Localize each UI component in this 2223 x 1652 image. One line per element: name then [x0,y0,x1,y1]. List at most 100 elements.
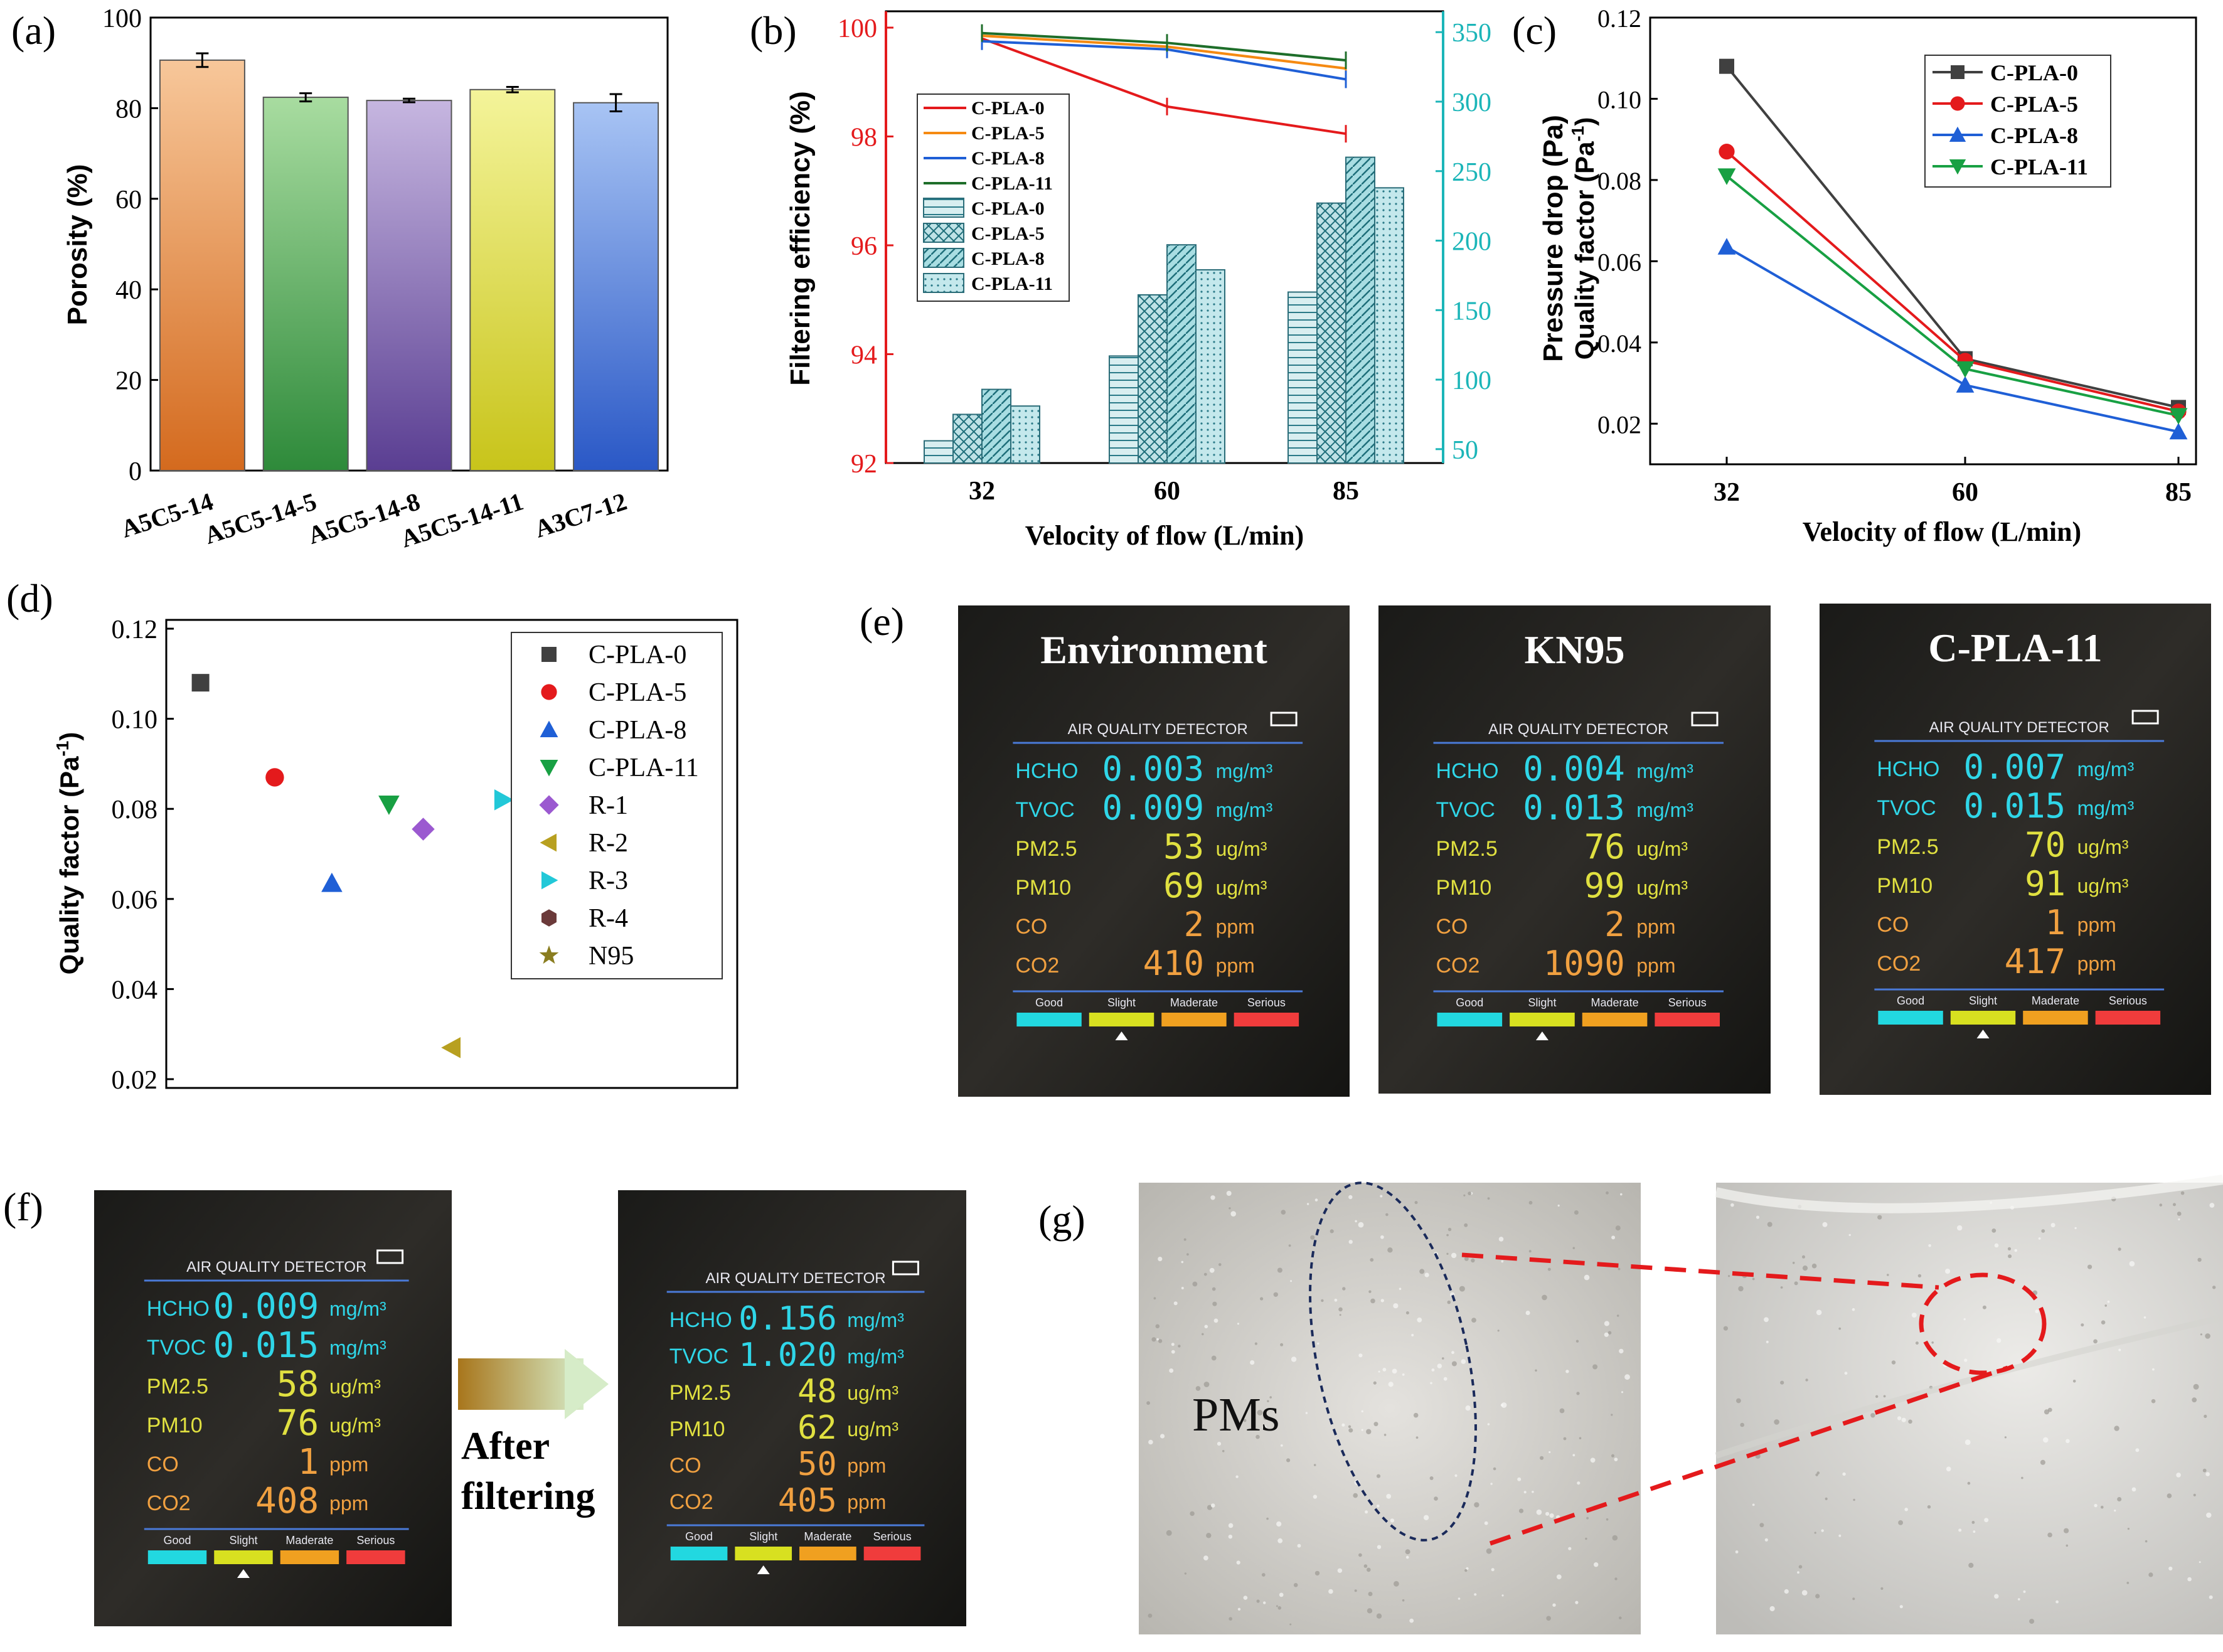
fabric-speck [1305,1412,1308,1414]
screen-row-label: PM10 [1436,876,1492,900]
screen-level-bar [1950,1011,2016,1025]
panel-label-g: (g) [1038,1197,1085,1242]
chart-b-bar [981,388,1011,464]
screen-level-label: Good [164,1534,191,1547]
fabric-speck [1928,1244,1931,1247]
chart-d-ytick-label: 0.06 [112,886,158,915]
fabric-speck [1891,1360,1896,1365]
fabric-speck [2014,1249,2017,1252]
fabric-speck [1736,1398,1741,1404]
fabric-speck [1575,1601,1579,1604]
fabric-speck [1276,1521,1282,1527]
fabric-speck [1586,1516,1589,1520]
screen-level-label: Good [685,1530,713,1543]
fabric-speck [1464,1569,1468,1572]
fabric-speck [2118,1247,2121,1251]
chart-b-bar [1195,269,1225,464]
screen-title: C-PLA-11 [1928,626,2102,670]
fabric-speck [1313,1495,1318,1499]
arrow-label-after: After [461,1425,550,1468]
screen-row-label: HCHO [147,1297,210,1321]
chart-c-xtick-label: 32 [1714,478,1740,507]
fabric-speck [1556,1574,1562,1580]
chart-a-bar [159,59,245,472]
fabric-speck [1181,1260,1184,1264]
air-quality-screen: AIR QUALITY DETECTOR HCHO 0.156 mg/m³ TVOC 1.… [618,1190,966,1626]
fabric-speck [1546,1616,1551,1621]
fabric-speck [1289,1623,1292,1626]
fabric-speck [1552,1603,1556,1607]
chart-b-xtick-label: 32 [969,477,995,506]
fabric-speck [1414,1201,1418,1205]
screen-row-unit: ppm [847,1454,886,1477]
fabric-speck [2047,1532,2052,1538]
chart-b-ylabel-right: Pressure drop (Pa) [1538,115,1569,362]
fabric-speck [1171,1350,1175,1354]
fabric-speck [1306,1203,1309,1205]
screen-row-unit: ug/m³ [2077,875,2129,897]
fabric-speck [1181,1287,1184,1289]
chart-c-legend-label: C-PLA-0 [1990,60,2078,85]
screen-row-unit: mg/m³ [2077,797,2135,819]
fabric-speck [1576,1392,1580,1395]
chart-d-legend-label: R-1 [589,791,628,820]
screen-row-label: PM2.5 [1436,837,1498,861]
chart-a-xtick-label: A5C5-14 [117,487,216,543]
fabric-speck [1606,1191,1609,1195]
fabric-speck [1594,1562,1599,1567]
screen-level-label: Maderate [285,1534,333,1547]
screen-row-label: CO2 [669,1490,713,1514]
chart-b-ytick-right-label: 300 [1452,88,1491,117]
screen-row-label: HCHO [669,1308,732,1332]
chart-b-ytick-left-label: 94 [851,341,877,370]
fabric-speck [2047,1407,2052,1412]
fabric-speck [1487,1423,1490,1426]
fabric-speck [2205,1472,2210,1476]
fabric-speck [2043,1437,2049,1443]
chart-b-bar [1109,355,1139,464]
fabric-speck [2145,1540,2148,1543]
battery-icon [892,1260,919,1276]
fabric-speck [1377,1545,1382,1549]
chart-b-bar [1287,291,1318,464]
chart-a-ytick-label: 20 [115,367,142,396]
fabric-speck [1451,1351,1454,1355]
screen-level-label: Maderate [2032,994,2079,1007]
screen-level-indicator [1535,1031,1549,1040]
fabric-speck [1281,1210,1286,1215]
fabric-speck [2177,1212,2182,1216]
fabric-speck [1545,1511,1550,1516]
fabric-speck [2072,1380,2076,1383]
chart-d-ytick-label: 0.08 [112,796,158,824]
screen-row-value: 69 [1163,866,1204,905]
fabric-speck [1382,1368,1387,1372]
chart-c-quality: Quality factor (Pa-1) Velocity of flow (… [1568,4,2197,547]
chart-c-point [1956,376,1975,393]
chart-d-legend-label: C-PLA-8 [589,716,686,745]
fabric-speck [1579,1437,1582,1439]
fabric-speck [1611,1454,1614,1457]
fabric-speck [1968,1562,1974,1568]
chart-b-legend-label: C-PLA-11 [971,274,1053,294]
screen-level-label: Serious [873,1530,912,1543]
fabric-speck [2187,1577,2192,1582]
chart-d-legend-marker [539,945,559,964]
chart-b-xtick-label: 60 [1154,477,1180,506]
screen-level-label: Slight [1969,994,1997,1007]
fabric-speck [1815,1594,1820,1599]
fabric-speck [1838,1327,1842,1330]
fabric-speck [1465,1405,1471,1411]
screen-level-bar [670,1547,728,1560]
screen-row-unit: ug/m³ [1636,877,1688,899]
fabric-speck [1230,1211,1236,1217]
fabric-speck [1386,1494,1392,1499]
chart-c-ytick-label: 0.04 [1597,329,1641,358]
screen-title: KN95 [1525,627,1625,672]
screen-row-unit: ppm [2077,952,2116,975]
fabric-speck [1198,1405,1202,1409]
fabric-speck [1218,1263,1222,1266]
fabric-speck [1901,1417,1906,1422]
chart-b-legend-label: C-PLA-5 [971,223,1045,244]
chart-b-ytick-left-label: 100 [838,14,877,43]
battery-icon [1270,711,1298,727]
